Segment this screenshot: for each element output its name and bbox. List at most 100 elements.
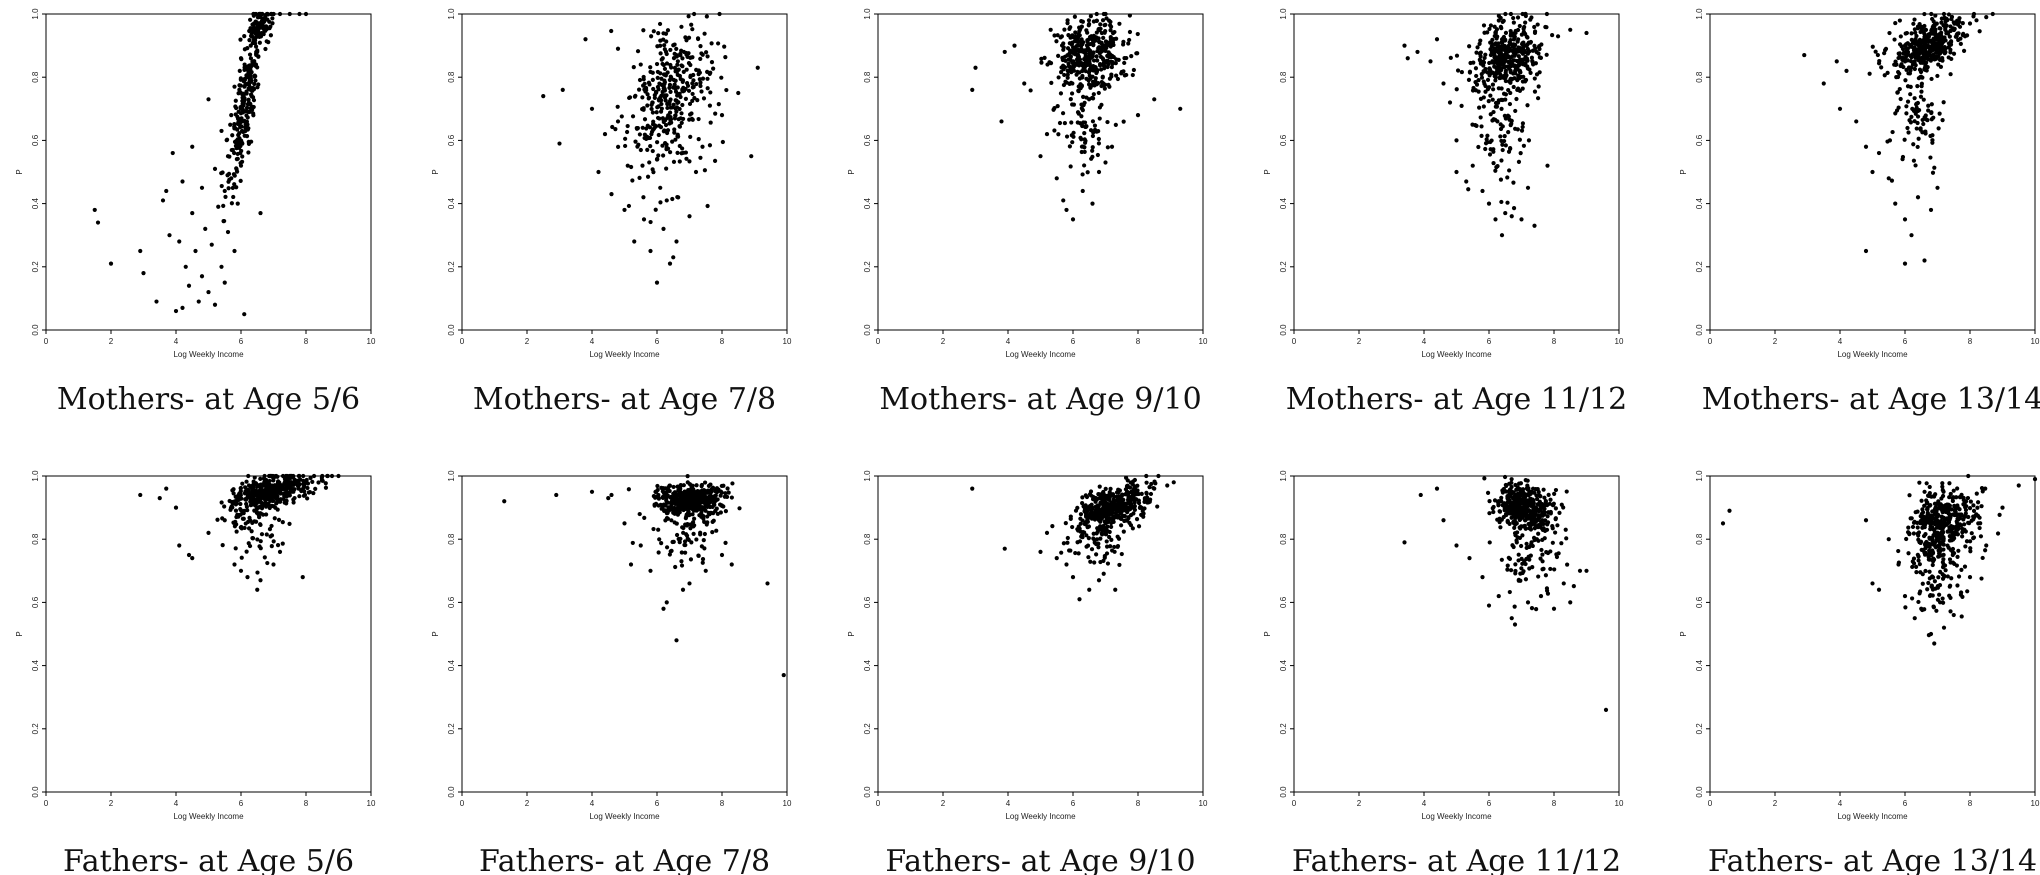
data-point bbox=[1122, 60, 1127, 66]
data-point bbox=[680, 56, 685, 61]
data-point bbox=[730, 481, 735, 486]
data-point bbox=[1503, 92, 1509, 97]
data-point bbox=[1130, 526, 1135, 531]
data-point bbox=[1532, 43, 1537, 48]
data-point bbox=[1539, 547, 1544, 553]
data-point bbox=[1913, 41, 1918, 46]
data-point bbox=[238, 568, 244, 573]
data-point bbox=[1941, 625, 1947, 630]
data-point bbox=[1553, 530, 1558, 535]
data-point bbox=[1109, 537, 1114, 542]
data-point bbox=[1129, 497, 1134, 502]
data-point bbox=[657, 123, 662, 128]
data-point bbox=[206, 289, 211, 295]
data-point bbox=[1505, 496, 1511, 501]
data-point bbox=[1936, 538, 1941, 544]
data-point bbox=[1552, 567, 1557, 572]
data-point bbox=[651, 86, 656, 92]
data-point bbox=[1110, 548, 1115, 553]
data-point bbox=[662, 66, 668, 71]
data-point bbox=[1028, 88, 1033, 93]
data-point bbox=[1947, 495, 1952, 500]
data-point bbox=[1117, 21, 1122, 26]
data-point bbox=[715, 511, 720, 516]
data-point bbox=[667, 483, 672, 488]
data-point bbox=[154, 299, 159, 304]
data-point bbox=[1114, 36, 1119, 41]
data-point bbox=[1101, 571, 1106, 576]
data-point bbox=[1538, 55, 1544, 60]
data-point bbox=[1916, 48, 1922, 53]
data-point bbox=[693, 498, 699, 503]
data-point bbox=[1098, 63, 1103, 68]
data-point bbox=[677, 490, 682, 495]
data-point bbox=[1911, 158, 1917, 163]
data-point bbox=[1876, 61, 1882, 66]
data-point bbox=[1523, 577, 1529, 582]
data-point bbox=[1928, 521, 1933, 527]
data-point bbox=[659, 93, 664, 98]
data-point bbox=[1508, 11, 1514, 17]
data-point bbox=[1949, 16, 1954, 22]
data-point bbox=[667, 488, 672, 494]
data-point bbox=[222, 188, 227, 194]
data-point bbox=[1483, 89, 1488, 94]
data-point bbox=[684, 156, 689, 161]
data-point bbox=[713, 487, 719, 493]
data-point bbox=[1922, 23, 1927, 29]
data-point bbox=[1464, 179, 1469, 184]
data-point bbox=[246, 526, 252, 531]
data-point bbox=[1885, 70, 1890, 75]
data-point bbox=[647, 160, 652, 165]
data-point bbox=[1493, 168, 1498, 173]
data-point bbox=[1490, 97, 1495, 102]
data-point bbox=[1485, 490, 1491, 495]
data-point bbox=[1553, 487, 1559, 493]
x-axis-label: Log Weekly Income bbox=[589, 350, 660, 359]
data-point bbox=[1051, 107, 1056, 112]
data-point bbox=[1492, 33, 1497, 39]
data-point bbox=[246, 473, 251, 479]
data-point bbox=[1113, 122, 1118, 127]
data-point bbox=[1481, 104, 1486, 109]
data-point bbox=[1559, 541, 1564, 546]
data-point bbox=[662, 508, 667, 513]
data-point bbox=[238, 76, 243, 81]
data-point bbox=[1539, 525, 1544, 531]
data-point bbox=[1149, 481, 1154, 487]
data-point bbox=[609, 28, 614, 34]
data-point bbox=[1480, 575, 1485, 580]
data-point bbox=[1876, 587, 1882, 592]
data-point bbox=[1491, 147, 1496, 152]
data-point bbox=[697, 77, 702, 82]
data-point bbox=[275, 482, 280, 487]
data-point bbox=[1909, 37, 1914, 42]
data-point bbox=[664, 39, 669, 44]
data-point bbox=[239, 555, 244, 560]
data-point bbox=[329, 473, 335, 479]
data-point bbox=[316, 480, 321, 485]
data-point bbox=[304, 477, 309, 483]
data-point bbox=[625, 123, 630, 129]
data-point bbox=[1105, 516, 1110, 522]
data-point bbox=[1103, 486, 1108, 491]
data-point bbox=[1908, 59, 1914, 64]
data-point bbox=[1081, 504, 1086, 509]
data-point bbox=[1496, 50, 1501, 55]
data-point bbox=[1968, 546, 1973, 551]
data-point bbox=[1984, 15, 1989, 20]
data-point bbox=[259, 532, 265, 537]
data-point bbox=[1898, 34, 1903, 39]
data-point bbox=[249, 78, 254, 83]
data-point bbox=[1144, 473, 1149, 479]
x-tick-label: 4 bbox=[174, 799, 179, 808]
data-point bbox=[1933, 34, 1939, 39]
data-point bbox=[648, 219, 653, 225]
x-tick-label: 2 bbox=[1773, 799, 1778, 808]
data-point bbox=[1509, 515, 1514, 520]
data-point bbox=[1920, 117, 1925, 123]
data-point bbox=[226, 171, 232, 176]
data-point bbox=[1916, 136, 1921, 141]
data-point bbox=[675, 62, 680, 67]
data-point bbox=[1927, 53, 1932, 58]
